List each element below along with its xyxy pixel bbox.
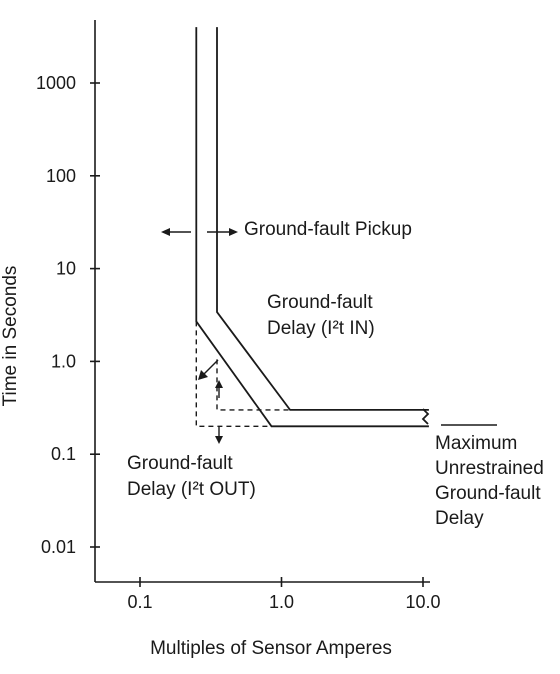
up-arrowhead <box>215 380 223 388</box>
y-axis-ticks: 1000 100 10 1.0 0.1 0.01 <box>36 73 100 557</box>
y-axis-title: Time in Seconds <box>0 266 21 407</box>
y-tick-label-1: 100 <box>46 166 76 186</box>
x-axis-ticks: 0.1 1.0 10.0 <box>127 577 441 612</box>
delay-out-label-line1: Ground-fault <box>127 453 233 474</box>
series-band-right <box>216 27 429 411</box>
x-axis-title: Multiples of Sensor Amperes <box>150 638 392 659</box>
pickup-label: Ground-fault Pickup <box>244 219 412 240</box>
y-tick-label-4: 0.1 <box>51 444 76 464</box>
y-tick-label-3: 1.0 <box>51 351 76 371</box>
i2t-in-arrow <box>201 359 219 377</box>
y-tick-label-0: 1000 <box>36 73 76 93</box>
max-delay-label-line4: Delay <box>435 508 484 529</box>
delay-out-label-line2: Delay (I²t OUT) <box>127 479 256 500</box>
delay-in-label-line1: Ground-fault <box>267 292 373 313</box>
x-tick-label-1: 1.0 <box>269 592 294 612</box>
series-i2t-out-flat <box>195 321 272 427</box>
y-tick-label-5: 0.01 <box>41 537 76 557</box>
pickup-arrowhead-right <box>229 228 238 236</box>
max-delay-label-line1: Maximum <box>435 433 517 454</box>
max-delay-label-line2: Unrestrained <box>435 458 544 479</box>
delay-in-label-line2: Delay (I²t IN) <box>267 318 375 339</box>
pickup-arrowhead-left <box>161 228 170 236</box>
i2t-in-arrowhead <box>198 370 208 380</box>
x-tick-label-2: 10.0 <box>405 592 440 612</box>
max-delay-label-line3: Ground-fault <box>435 483 541 504</box>
band-break-marker <box>421 408 430 425</box>
down-arrowhead <box>215 436 223 444</box>
series-i2t-out-inner <box>216 359 291 411</box>
y-tick-label-2: 10 <box>56 259 76 279</box>
series-band-left <box>195 27 429 428</box>
curve-series <box>195 27 429 428</box>
x-tick-label-0: 0.1 <box>127 592 152 612</box>
